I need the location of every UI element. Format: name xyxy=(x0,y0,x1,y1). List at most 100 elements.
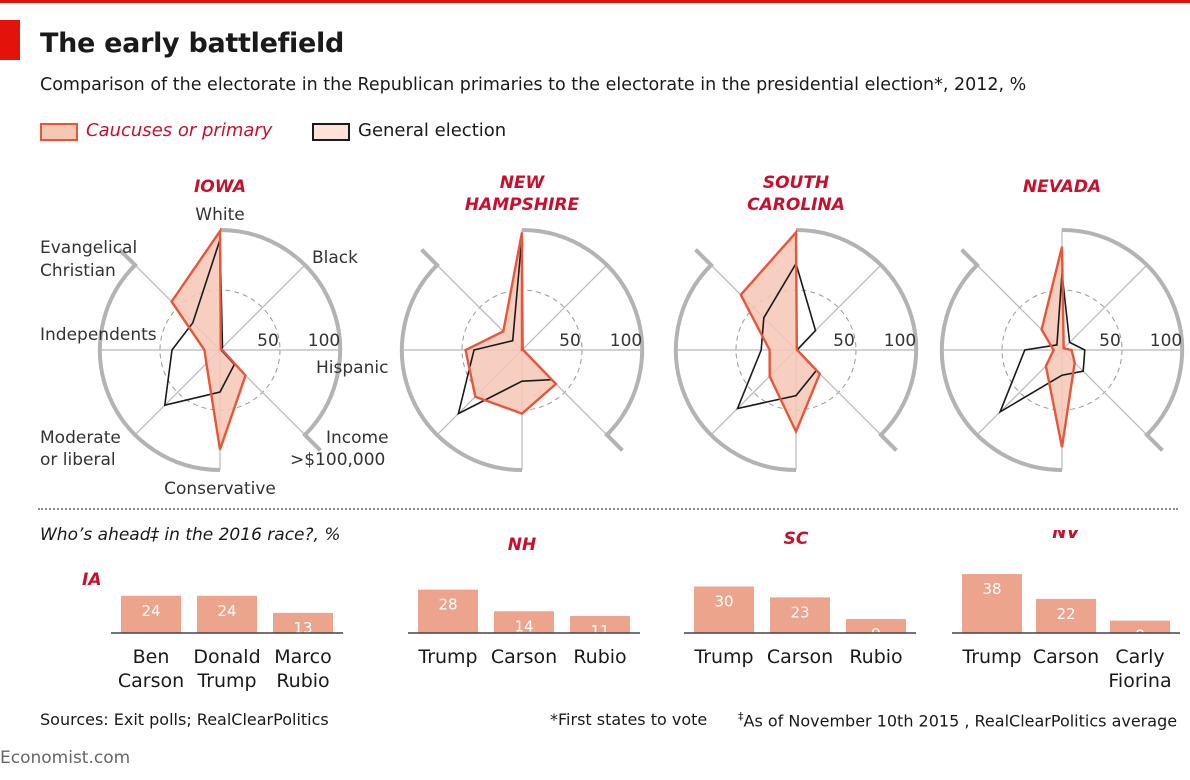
axis-label-independents: Independents xyxy=(40,325,157,345)
axis-label-income: Income xyxy=(326,428,389,448)
axis-label-moderate: Moderate xyxy=(40,428,121,448)
bar-category-label: Carson xyxy=(767,646,833,668)
primary-outline xyxy=(739,229,822,435)
bar-value-label: 38 xyxy=(982,580,1001,598)
legend-swatch-general xyxy=(312,123,350,141)
bar-category-label: Rubio xyxy=(276,670,329,692)
state-title-line: NEVADA xyxy=(1023,177,1101,197)
scale-label-100: 100 xyxy=(610,331,642,351)
poll-date-text: As of November 10th 2015 , RealClearPoli… xyxy=(743,711,1178,731)
bar-category-label: Trump xyxy=(417,646,477,668)
spoke-1 xyxy=(1061,264,1148,351)
bar xyxy=(418,589,478,633)
bar-category-label: Donald xyxy=(193,646,260,668)
state-title-line: CAROLINA xyxy=(747,195,845,215)
bar xyxy=(1036,598,1096,633)
bar-category-label: Carson xyxy=(1033,646,1099,668)
primary-outline xyxy=(464,232,558,415)
axis-end-tick xyxy=(878,432,898,452)
state-title-line: SOUTH xyxy=(763,173,829,193)
scale-label-50: 50 xyxy=(1099,331,1121,351)
axis-end-tick xyxy=(604,432,624,452)
bar-category-label: Rubio xyxy=(573,646,626,668)
primary-area xyxy=(740,232,820,432)
bar-value-label: 13 xyxy=(293,619,312,637)
bar-value-label: 8 xyxy=(1135,627,1145,645)
bar xyxy=(273,612,333,633)
axis-label-black: Black xyxy=(312,248,358,268)
primary-outline xyxy=(1040,246,1076,448)
outer-arc xyxy=(795,228,919,437)
bar-value-label: 22 xyxy=(1056,605,1075,623)
outer-arc xyxy=(1061,228,1185,437)
axis-end-tick xyxy=(420,248,440,268)
outer-arc xyxy=(521,228,645,437)
bar-value-label: 28 xyxy=(438,596,457,614)
legend-label-general: General election xyxy=(358,120,507,141)
state-title-line: HAMPSHIRE xyxy=(465,195,580,215)
bar-value-label: 30 xyxy=(714,593,733,611)
bar-value-label: 23 xyxy=(790,603,809,621)
bar-value-label: 24 xyxy=(217,602,236,620)
bar xyxy=(1110,620,1170,633)
scale-label-100: 100 xyxy=(1150,331,1182,351)
dagger-mark: ‡ xyxy=(738,710,744,723)
radar-iowa: 50 100 IOWA xyxy=(97,177,343,472)
bar-group-nh: NH 28 Trump 14 Carson 11 Rubio xyxy=(408,535,640,668)
bar xyxy=(570,615,630,633)
state-title-line: IOWA xyxy=(194,177,246,197)
top-rule xyxy=(0,0,1190,3)
bar-value-label: 11 xyxy=(590,622,609,640)
axis-end-tick xyxy=(302,432,322,452)
legend-swatch-primary xyxy=(40,123,78,141)
bar-group-state-label: NH xyxy=(508,535,536,555)
outer-arc xyxy=(97,263,221,472)
bar xyxy=(846,619,906,633)
bar-category-label: Carly xyxy=(1115,646,1164,668)
axis-end-tick xyxy=(118,248,138,268)
axis-label-evangelical-2: Christian xyxy=(40,261,116,281)
sources-note: Sources: Exit polls; RealClearPolitics xyxy=(40,710,329,729)
bar-category-label: Rubio xyxy=(849,646,902,668)
bar xyxy=(121,595,181,633)
first-states-note: *First states to vote xyxy=(550,710,708,729)
section-divider xyxy=(38,508,1178,510)
bar-group-state-label: NV xyxy=(1052,530,1081,543)
axis-label-conservative: Conservative xyxy=(164,479,276,499)
scale-label-100: 100 xyxy=(884,331,916,351)
brand-tab xyxy=(0,20,20,60)
bar-value-label: 9 xyxy=(871,625,881,643)
axis-end-tick xyxy=(1144,432,1164,452)
bar-group-sc: SC 30 Trump 23 Carson 9 Rubio xyxy=(684,530,916,668)
bar-group-state-label: SC xyxy=(784,530,809,549)
axis-label-white: White xyxy=(195,205,244,225)
outer-arc xyxy=(219,228,343,437)
chart-title: The early battlefield xyxy=(40,28,344,59)
primary-outline xyxy=(170,227,247,450)
legend-label-primary: Caucuses or primary xyxy=(86,120,273,141)
axis-end-tick xyxy=(960,248,980,268)
primary-area xyxy=(465,232,556,414)
general-outline xyxy=(998,273,1086,414)
general-outline xyxy=(736,261,818,410)
outer-arc xyxy=(399,263,523,472)
radar-nevada: 50 100 NEVADA xyxy=(939,177,1185,472)
axis-label-moderate-2: or liberal xyxy=(40,450,116,470)
bar-charts: IA24BenCarson24DonaldTrump13MarcoRubioNH… xyxy=(82,530,1180,692)
spoke-1 xyxy=(521,264,608,351)
spoke-3 xyxy=(1061,349,1148,436)
axis-end-tick xyxy=(694,248,714,268)
spoke-1 xyxy=(219,264,306,351)
bar-category-label: Carson xyxy=(491,646,557,668)
bar-category-label: Trump xyxy=(196,670,256,692)
chart-subtitle: Comparison of the electorate in the Repu… xyxy=(40,75,1027,95)
bar-category-label: Marco xyxy=(274,646,332,668)
primary-area xyxy=(171,231,246,450)
bar-category-label: Trump xyxy=(961,646,1021,668)
bar-group-state-label: IA xyxy=(82,570,101,590)
